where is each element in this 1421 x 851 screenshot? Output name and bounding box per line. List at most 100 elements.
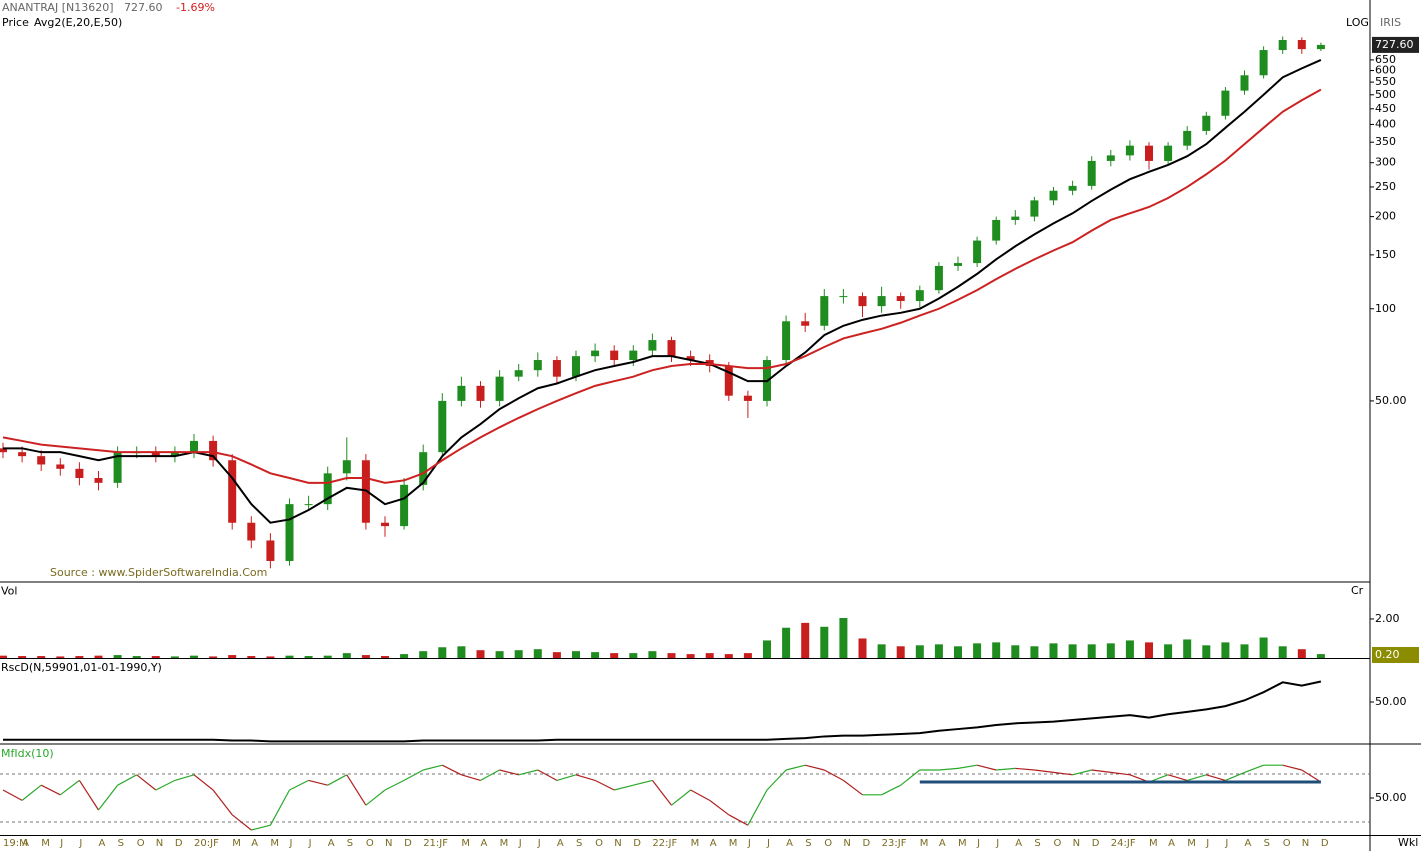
line-segment bbox=[1072, 769, 1092, 776]
volume-bar bbox=[1183, 639, 1192, 658]
x-tick-label: A bbox=[710, 838, 717, 849]
x-tick-label: N bbox=[1302, 838, 1309, 849]
line-segment bbox=[193, 774, 214, 791]
volume-bar bbox=[992, 642, 1001, 658]
line-segment bbox=[308, 779, 328, 786]
scheme[interactable]: IRIS bbox=[1380, 16, 1401, 29]
volume-bar bbox=[228, 655, 237, 658]
x-tick-label: D bbox=[633, 838, 641, 849]
line-segment bbox=[900, 769, 921, 786]
x-tick-label: F bbox=[442, 838, 448, 849]
candle-body bbox=[610, 350, 619, 361]
line-segment bbox=[480, 769, 500, 781]
x-tick-label: J bbox=[518, 838, 522, 849]
candle-body bbox=[1202, 115, 1211, 131]
line-segment bbox=[59, 779, 80, 796]
volume-bar bbox=[438, 647, 447, 658]
candle-body bbox=[877, 296, 886, 307]
candle-body bbox=[228, 460, 237, 523]
x-tick-label: A bbox=[1168, 838, 1175, 849]
y-tick-label: 450 bbox=[1375, 102, 1396, 115]
x-tick-label: J bbox=[747, 838, 751, 849]
volume-bar bbox=[572, 651, 580, 658]
x-tick-label: M bbox=[920, 838, 929, 849]
scale-mode[interactable]: LOG bbox=[1346, 16, 1369, 29]
volume-bar bbox=[1145, 642, 1153, 658]
line-segment bbox=[1015, 767, 1035, 771]
line-segment bbox=[1187, 774, 1207, 781]
x-tick-label: J bbox=[1205, 838, 1209, 849]
candle-body bbox=[552, 360, 561, 377]
volume-bar bbox=[552, 652, 561, 658]
x-tick-label: S bbox=[576, 838, 582, 849]
line-segment bbox=[1110, 771, 1130, 776]
line-segment bbox=[805, 764, 825, 771]
candle-body bbox=[75, 468, 84, 478]
moving-average bbox=[3, 58, 1322, 524]
x-tick-label: A bbox=[1245, 838, 1252, 849]
volume-bar bbox=[820, 626, 829, 658]
line-segment bbox=[384, 779, 405, 791]
line-segment bbox=[594, 779, 615, 791]
line-segment bbox=[40, 784, 61, 796]
candle-body bbox=[438, 400, 447, 453]
line-segment bbox=[289, 779, 309, 791]
y-tick-label: 100 bbox=[1375, 302, 1396, 315]
x-tick-label: 24:J bbox=[1111, 838, 1130, 849]
periodicity[interactable]: Wkl bbox=[1398, 836, 1418, 849]
volume-bar bbox=[629, 653, 638, 658]
candle-body bbox=[1145, 145, 1153, 161]
volume-bar bbox=[170, 656, 179, 658]
candle-body bbox=[94, 477, 103, 483]
volume-bar bbox=[934, 644, 943, 658]
line-segment bbox=[461, 774, 481, 781]
x-tick-label: F bbox=[213, 838, 219, 849]
volume-bar bbox=[686, 654, 695, 658]
candle-body bbox=[915, 290, 924, 302]
candle-body bbox=[18, 452, 27, 457]
line-segment bbox=[537, 769, 558, 781]
candle-body bbox=[743, 395, 752, 401]
candle-body bbox=[572, 356, 580, 377]
line-segment bbox=[824, 769, 844, 781]
volume-bar bbox=[1125, 640, 1134, 658]
line-segment bbox=[442, 764, 462, 776]
line-segment bbox=[747, 789, 768, 826]
candle-body bbox=[495, 376, 504, 401]
volume-bar bbox=[801, 622, 810, 658]
y-tick-label: 150 bbox=[1375, 248, 1396, 261]
volume-bar bbox=[610, 653, 619, 658]
x-tick-label: A bbox=[1015, 838, 1022, 849]
x-tick-label: M bbox=[729, 838, 738, 849]
panel-title: MfIdx(10) bbox=[1, 747, 54, 760]
line-segment bbox=[98, 784, 119, 811]
x-tick-label: N bbox=[614, 838, 621, 849]
y-tick-label: 200 bbox=[1375, 210, 1396, 223]
volume-bar bbox=[0, 655, 7, 658]
y-tick-label: 2.00 bbox=[1375, 612, 1400, 625]
volume-bar bbox=[247, 656, 256, 658]
x-tick-label: N bbox=[156, 838, 163, 849]
x-tick-label: A bbox=[328, 838, 335, 849]
y-tick-label: 650 bbox=[1375, 53, 1396, 66]
last-price: 727.60 bbox=[1375, 38, 1414, 51]
candle-body bbox=[476, 385, 485, 401]
candle-body bbox=[1087, 160, 1096, 186]
x-tick-label: M bbox=[461, 838, 470, 849]
x-tick-label: S bbox=[1034, 838, 1040, 849]
volume-bar bbox=[1068, 644, 1077, 658]
volume-bar bbox=[342, 653, 351, 658]
line-segment bbox=[633, 779, 653, 786]
y-tick-label: 550 bbox=[1375, 75, 1396, 88]
line-segment bbox=[766, 769, 787, 791]
x-tick-label: O bbox=[1283, 838, 1291, 849]
candle-body bbox=[323, 473, 332, 505]
x-tick-label: F bbox=[672, 838, 678, 849]
volume-bar bbox=[1030, 646, 1039, 658]
candle-body bbox=[1259, 50, 1268, 76]
y-tick-label: 50.00 bbox=[1375, 695, 1407, 708]
x-tick-label: M bbox=[41, 838, 50, 849]
volume-bar bbox=[209, 656, 218, 658]
panel-label: Price bbox=[2, 16, 29, 29]
candle-body bbox=[648, 340, 657, 351]
